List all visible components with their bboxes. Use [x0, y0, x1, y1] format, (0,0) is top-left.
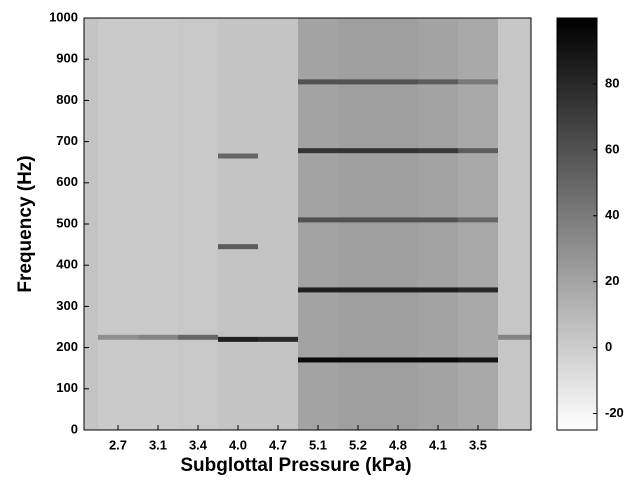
harmonic-band — [378, 287, 418, 293]
y-tick-label: 100 — [56, 380, 78, 395]
harmonic-band — [378, 148, 418, 154]
harmonic-band — [218, 336, 258, 342]
cell — [258, 18, 298, 430]
plot-area — [84, 18, 531, 430]
harmonic-band — [298, 148, 338, 154]
colorbar-tick-label: 0 — [605, 339, 612, 354]
x-tick-label: 5.2 — [349, 437, 367, 452]
harmonic-band — [298, 217, 338, 223]
y-tick-label: 500 — [56, 215, 78, 230]
y-axis-title: Frequency (Hz) — [15, 155, 36, 292]
x-tick-label: 4.8 — [389, 437, 407, 452]
harmonic-band — [378, 79, 418, 85]
harmonic-band — [138, 334, 178, 340]
x-axis-title: Subglottal Pressure (kPa) — [180, 455, 411, 476]
y-tick-label: 800 — [56, 92, 78, 107]
colorbar-tick-label: -20 — [605, 405, 624, 420]
colorbar-tick-label: 80 — [605, 75, 619, 90]
cell — [498, 18, 531, 430]
harmonic-band — [338, 79, 378, 85]
harmonic-band — [418, 357, 458, 363]
x-tick-label: 2.7 — [109, 437, 127, 452]
harmonic-band — [418, 287, 458, 293]
harmonic-band — [98, 334, 138, 340]
harmonic-band — [178, 334, 218, 340]
x-tick-label: 3.5 — [469, 437, 487, 452]
harmonic-band — [418, 79, 458, 85]
y-tick-label: 700 — [56, 133, 78, 148]
harmonic-band — [458, 148, 498, 154]
cell — [178, 18, 218, 430]
colorbar-tick-label: 60 — [605, 141, 619, 156]
cell — [138, 18, 178, 430]
harmonic-band — [378, 217, 418, 223]
x-tick-label: 3.1 — [149, 437, 167, 452]
harmonic-band — [218, 153, 258, 159]
y-tick-label: 200 — [56, 339, 78, 354]
harmonic-band — [338, 217, 378, 223]
x-tick-label: 4.0 — [229, 437, 247, 452]
x-tick-label: 5.1 — [309, 437, 327, 452]
harmonic-band — [458, 79, 498, 85]
harmonic-band — [378, 357, 418, 363]
y-tick-label: 900 — [56, 51, 78, 66]
cell — [84, 18, 98, 430]
harmonic-band — [298, 79, 338, 85]
harmonic-band — [218, 244, 258, 250]
colorbar-tick-label: 20 — [605, 273, 619, 288]
harmonic-band — [338, 287, 378, 293]
harmonic-band — [458, 217, 498, 223]
harmonic-band — [458, 357, 498, 363]
colorbar — [556, 17, 598, 431]
x-tick-label: 3.4 — [189, 437, 208, 452]
harmonic-band — [498, 334, 531, 340]
y-tick-label: 300 — [56, 298, 78, 313]
y-tick-label: 1000 — [49, 9, 78, 24]
x-tick-label: 4.7 — [269, 437, 287, 452]
harmonic-band — [298, 357, 338, 363]
harmonic-band — [458, 287, 498, 293]
harmonic-band — [338, 148, 378, 154]
harmonic-band — [258, 336, 298, 342]
y-tick-label: 600 — [56, 174, 78, 189]
harmonic-band — [338, 357, 378, 363]
harmonic-band — [298, 287, 338, 293]
cell — [98, 18, 138, 430]
x-tick-label: 4.1 — [429, 437, 447, 452]
y-tick-label: 0 — [71, 421, 78, 436]
colorbar-tick-label: 40 — [605, 207, 619, 222]
y-tick-label: 400 — [56, 257, 78, 272]
harmonic-band — [418, 217, 458, 223]
harmonic-band — [418, 148, 458, 154]
cell — [218, 18, 258, 430]
